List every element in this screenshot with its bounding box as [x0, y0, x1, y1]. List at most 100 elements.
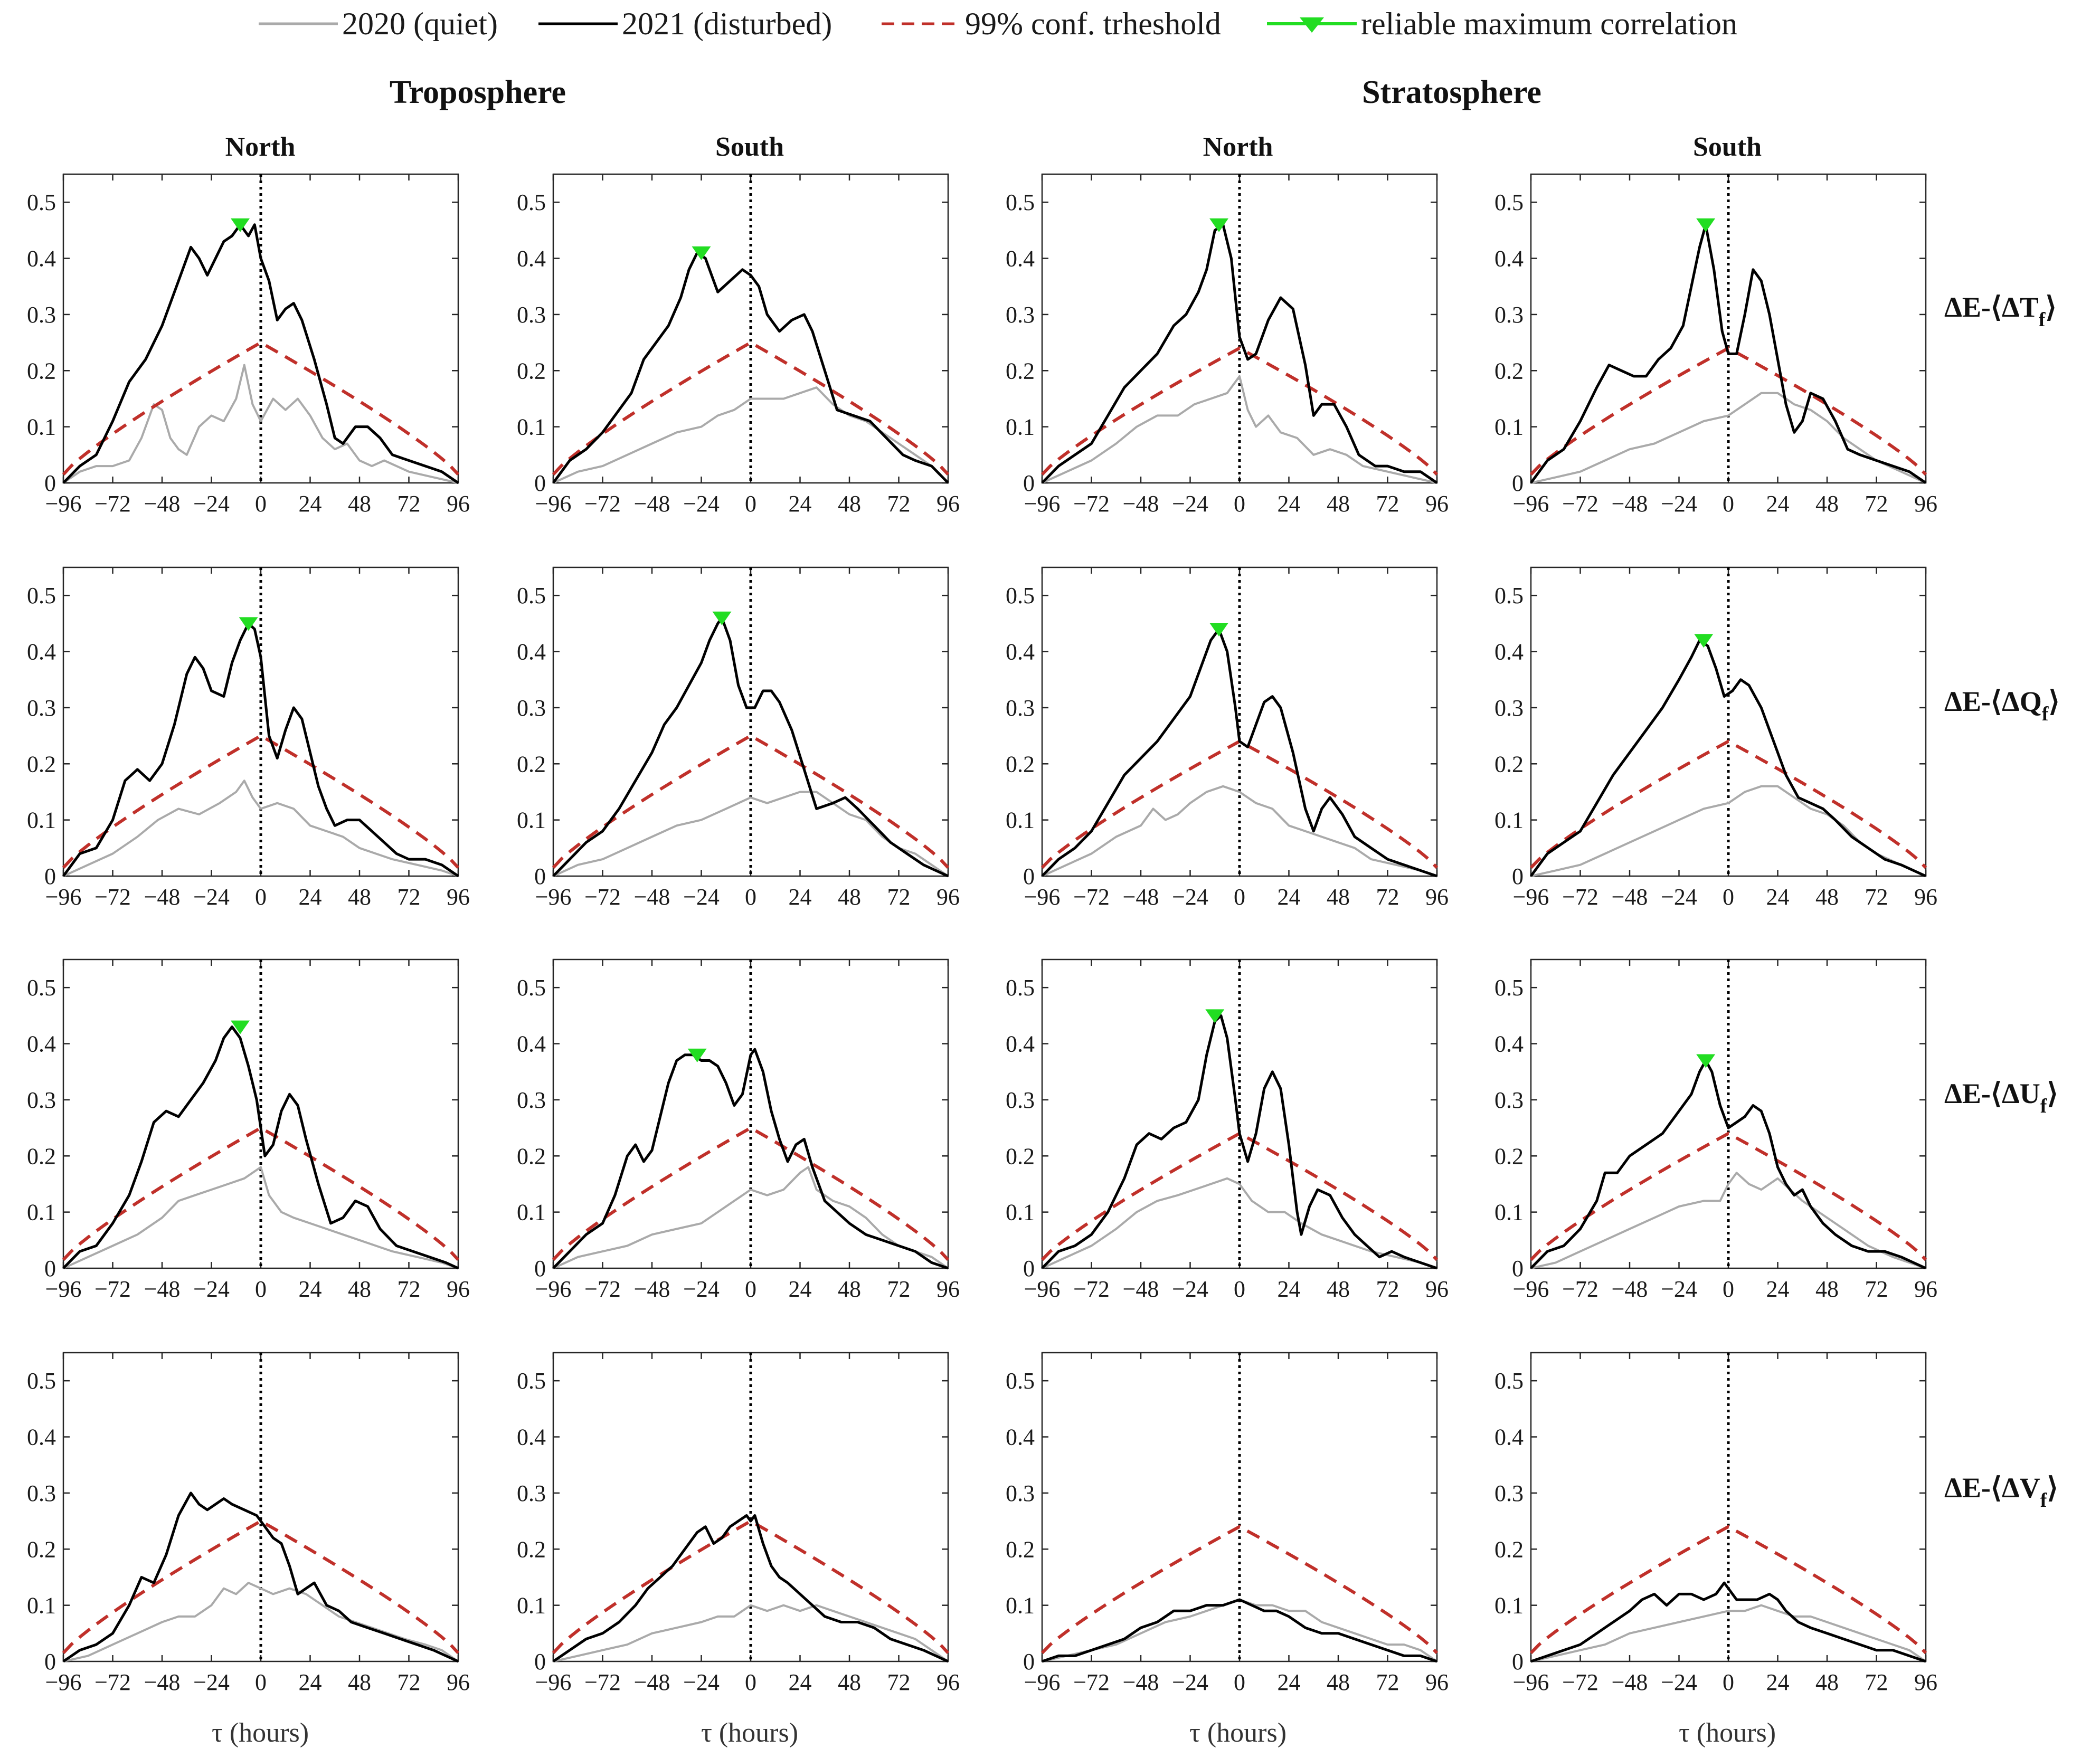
- x-tick-label: −72: [1562, 884, 1598, 910]
- x-tick-label: −96: [45, 1669, 82, 1695]
- series-2021-disturbed: [1530, 1059, 1927, 1270]
- x-tick-label: 96: [1425, 884, 1449, 910]
- y-tick-label: 0.5: [1006, 975, 1035, 1001]
- y-tick-label: 0: [1512, 863, 1524, 889]
- x-tick-label: 96: [937, 884, 960, 910]
- x-tick-label: −24: [683, 491, 720, 517]
- x-tick-label: 0: [745, 1276, 756, 1302]
- y-tick-label: 0.3: [27, 302, 56, 328]
- x-tick-label: 96: [1425, 1276, 1449, 1302]
- series-2021-disturbed: [1042, 1598, 1437, 1663]
- y-tick-label: 0.3: [27, 1480, 56, 1506]
- x-tick-label: −24: [193, 491, 230, 517]
- max-correlation-marker: [1694, 634, 1714, 648]
- y-tick-label: 0.4: [1494, 1031, 1524, 1057]
- y-tick-label: 0.2: [517, 1536, 546, 1562]
- x-tick-label: −24: [193, 1669, 230, 1695]
- x-tick-label: −72: [1562, 491, 1598, 517]
- panel-v-3: 0 0.1 0.2 0.3 0.4 0.5 −96 −72 −48 −24 0 24 48 72 96: [1006, 1352, 1449, 1695]
- x-tick-label: 96: [447, 1276, 470, 1302]
- y-tick-label: 0.2: [1494, 751, 1524, 777]
- y-tick-label: 0.1: [1494, 1200, 1524, 1225]
- y-tick-label: 0.1: [1494, 807, 1524, 833]
- panel-t-1: 0 0.1 0.2 0.3 0.4 0.5 −96 −72 −48 −24 0 24 48 72 96: [27, 173, 470, 517]
- column-header-strat-north: North: [1203, 132, 1273, 162]
- panel-q-4: 0 0.1 0.2 0.3 0.4 0.5 −96 −72 −48 −24 0 24 48 72 96: [1494, 566, 1937, 910]
- y-tick-label: 0: [44, 1256, 56, 1281]
- y-tick-label: 0.5: [27, 975, 56, 1001]
- y-tick-label: 0.2: [27, 358, 56, 384]
- y-tick-label: 0.4: [517, 1031, 546, 1057]
- x-tick-label: 96: [1914, 884, 1937, 910]
- y-tick-label: 0.1: [1006, 1593, 1035, 1619]
- y-tick-label: 0.2: [1006, 751, 1035, 777]
- series-2021-disturbed: [1529, 223, 1927, 484]
- x-tick-label: 48: [348, 491, 371, 517]
- panel-u-2: 0 0.1 0.2 0.3 0.4 0.5 −96 −72 −48 −24 0 24 48 72 96: [517, 958, 960, 1302]
- x-tick-label: −24: [1661, 1276, 1697, 1302]
- x-tick-label: 96: [447, 491, 470, 517]
- row-label-v: ΔE-⟨ΔVf⟩: [1944, 1472, 2058, 1512]
- y-tick-label: 0: [1023, 470, 1035, 496]
- column-header-trop-south: South: [715, 132, 784, 162]
- y-tick-label: 0: [1023, 1649, 1035, 1675]
- y-tick-label: 0.5: [1494, 189, 1524, 215]
- x-tick-label: −96: [1513, 1669, 1549, 1695]
- x-tick-label: −24: [1172, 1669, 1208, 1695]
- y-tick-label: 0: [1512, 470, 1524, 496]
- y-tick-label: 0.1: [1006, 414, 1035, 440]
- y-tick-label: 0.5: [27, 1368, 56, 1394]
- x-tick-label: 0: [255, 491, 267, 517]
- series-threshold: [1529, 739, 1927, 869]
- y-tick-label: 0: [44, 470, 56, 496]
- y-tick-label: 0.5: [1006, 1368, 1035, 1394]
- x-tick-label: −48: [1612, 491, 1648, 517]
- x-tick-label: −48: [1123, 1669, 1159, 1695]
- x-tick-label: −72: [1073, 884, 1110, 910]
- y-tick-label: 0.2: [517, 1143, 546, 1169]
- y-tick-label: 0: [44, 1649, 56, 1675]
- x-tick-label: 72: [1376, 491, 1399, 517]
- xlabel-col-2: τ (hours): [701, 1718, 798, 1748]
- series-2021-disturbed: [1041, 223, 1438, 484]
- y-tick-label: 0.2: [27, 1536, 56, 1562]
- panel-u-3: 0 0.1 0.2 0.3 0.4 0.5 −96 −72 −48 −24 0 24 48 72 96: [1006, 958, 1449, 1302]
- series-2021-disturbed: [1041, 1014, 1437, 1270]
- row-label-u: ΔE-⟨ΔUf⟩: [1944, 1078, 2058, 1117]
- panel-u-4: 0 0.1 0.2 0.3 0.4 0.5 −96 −72 −48 −24 0 24 48 72 96: [1494, 958, 1937, 1302]
- panel-t-2: 0 0.1 0.2 0.3 0.4 0.5 −96 −72 −48 −24 0 24 48 72 96: [517, 173, 960, 517]
- x-tick-label: 96: [1425, 1669, 1449, 1695]
- x-tick-label: 72: [887, 884, 911, 910]
- y-tick-label: 0: [534, 1649, 546, 1675]
- x-tick-label: −96: [1513, 491, 1549, 517]
- panel-v-2: 0 0.1 0.2 0.3 0.4 0.5 −96 −72 −48 −24 0 24 48 72 96: [517, 1352, 960, 1695]
- x-tick-label: 0: [255, 1276, 267, 1302]
- x-tick-label: −96: [1024, 491, 1061, 517]
- x-tick-label: −72: [1073, 1276, 1110, 1302]
- x-tick-label: 72: [887, 491, 911, 517]
- y-tick-label: 0.5: [1006, 583, 1035, 609]
- series-2021-disturbed: [1530, 1581, 1926, 1663]
- panel-u-1: 0 0.1 0.2 0.3 0.4 0.5 −96 −72 −48 −24 0 24 48 72 96: [27, 958, 470, 1302]
- y-tick-label: 0.3: [517, 695, 546, 721]
- x-tick-label: 72: [398, 491, 421, 517]
- panel-v-1: 0 0.1 0.2 0.3 0.4 0.5 −96 −72 −48 −24 0 24 48 72 96: [27, 1352, 470, 1695]
- x-tick-label: 0: [1234, 1669, 1245, 1695]
- x-tick-label: 48: [1327, 884, 1350, 910]
- y-tick-label: 0: [1512, 1256, 1524, 1281]
- y-tick-label: 0.5: [1494, 975, 1524, 1001]
- x-tick-label: 24: [1278, 1669, 1301, 1695]
- x-tick-label: −48: [144, 491, 181, 517]
- y-tick-label: 0.2: [1494, 1143, 1524, 1169]
- series-2021-disturbed: [62, 223, 459, 484]
- x-tick-label: −48: [634, 1669, 670, 1695]
- legend: 2020 (quiet) 2021 (disturbed) 99% conf. …: [259, 6, 1737, 41]
- x-tick-label: −24: [1661, 884, 1697, 910]
- y-tick-label: 0: [534, 1256, 546, 1281]
- x-tick-label: −72: [584, 491, 621, 517]
- series-2021-disturbed: [62, 622, 459, 878]
- y-tick-label: 0.3: [1494, 302, 1524, 328]
- x-tick-label: −72: [94, 1276, 131, 1302]
- x-tick-label: 24: [299, 1276, 322, 1302]
- y-tick-label: 0.3: [27, 1087, 56, 1113]
